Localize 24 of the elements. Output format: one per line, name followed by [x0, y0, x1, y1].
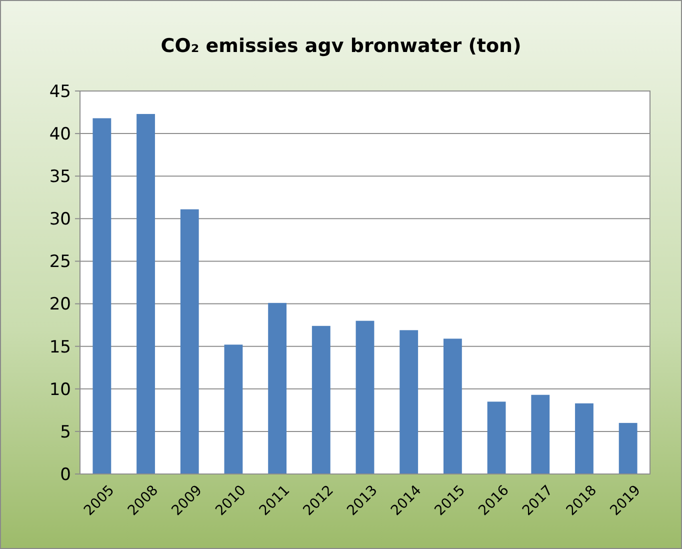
y-tick-label: 10: [49, 380, 71, 400]
bar: [443, 338, 462, 474]
bar: [531, 394, 550, 474]
bar: [136, 114, 155, 474]
y-tick-label: 5: [60, 422, 71, 442]
bar: [487, 402, 506, 474]
y-tick-label: 45: [49, 82, 71, 102]
bar: [180, 209, 199, 474]
y-tick-label: 30: [49, 210, 71, 230]
bar: [224, 344, 243, 474]
bar: [312, 326, 330, 474]
bar: [575, 403, 594, 474]
y-tick-label: 20: [49, 294, 71, 315]
chart-title: CO₂ emissies agv bronwater (ton): [160, 35, 522, 57]
y-tick-label: 15: [49, 337, 71, 358]
bar: [618, 422, 638, 474]
bar: [268, 302, 287, 474]
y-tick-label: 25: [49, 252, 71, 272]
bar: [92, 118, 112, 474]
y-tick-label: 35: [49, 167, 71, 188]
bar: [356, 320, 374, 474]
y-tick-label: 0: [60, 464, 71, 485]
y-tick-label: 40: [49, 124, 71, 145]
bar: [400, 330, 418, 474]
